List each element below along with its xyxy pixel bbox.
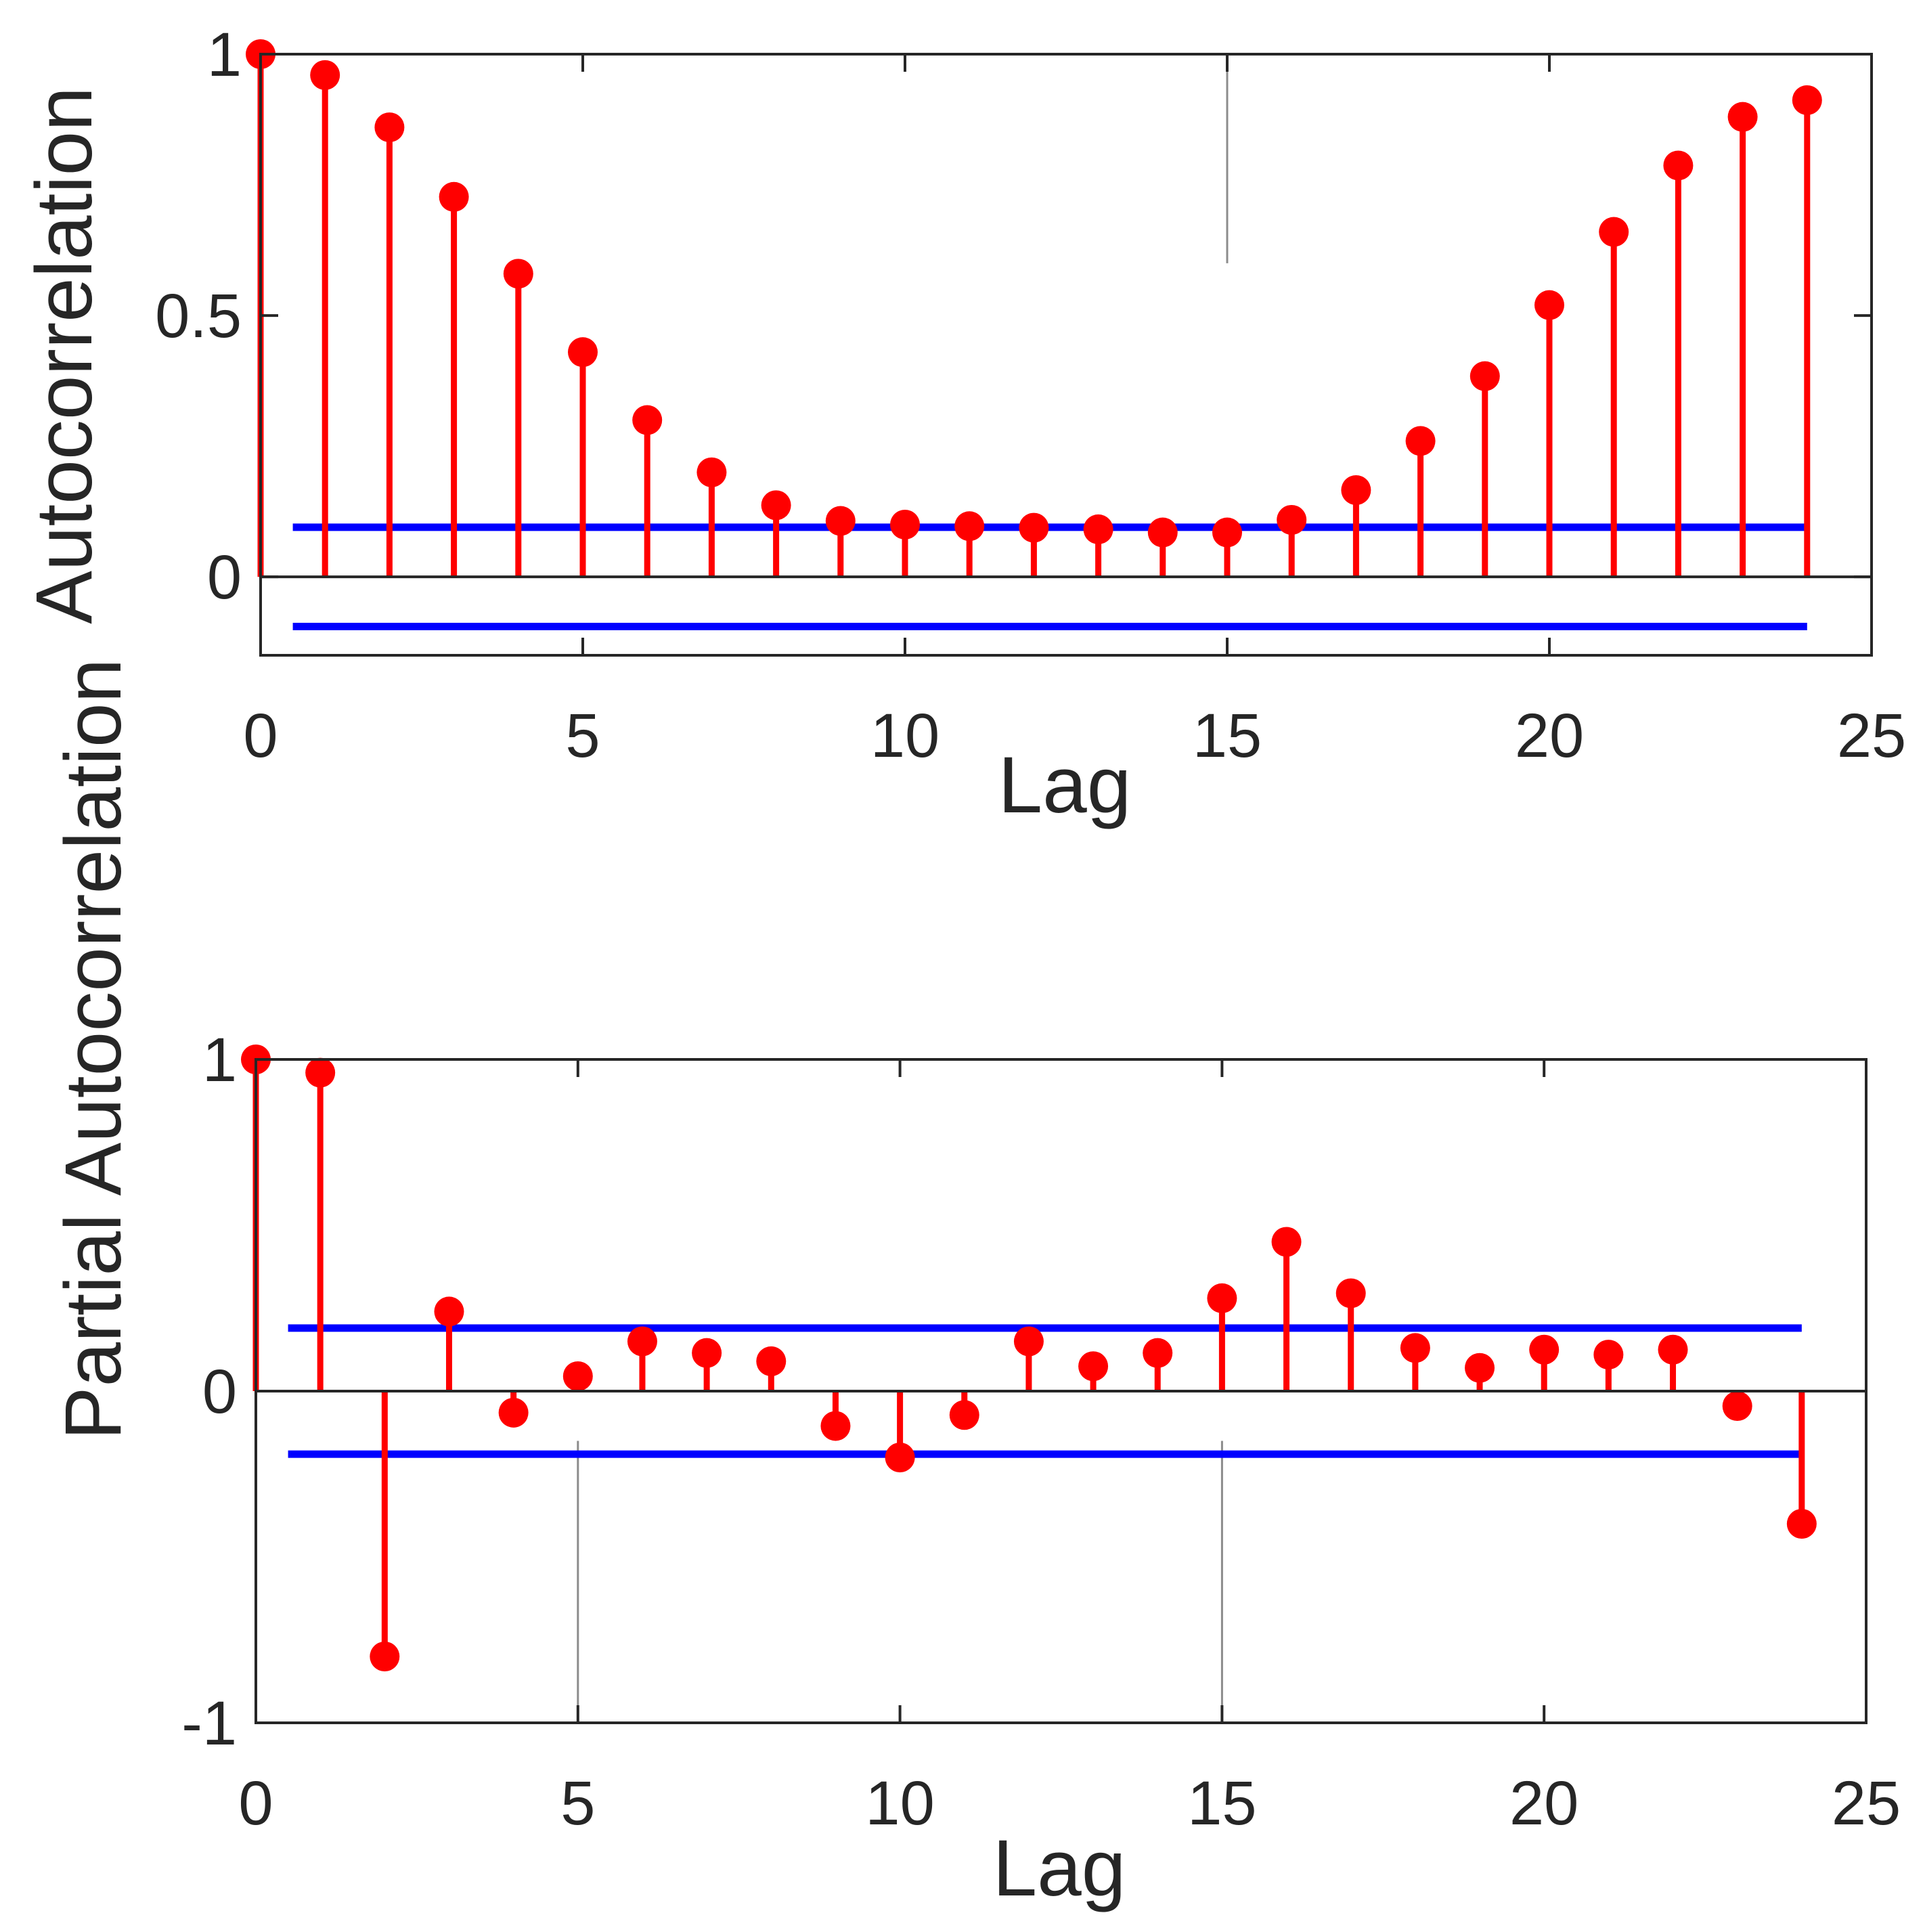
pacf-xtick-label-25: 25: [1832, 1769, 1901, 1838]
acf-xtick-label-15: 15: [1193, 701, 1262, 770]
acf-confidence-bounds: [292, 523, 1807, 631]
acf-marker-lag-1: [310, 60, 340, 90]
pacf-y-axis-label: Partial Autocorrelation: [49, 659, 138, 1440]
acf-marker-lag-17: [1341, 475, 1371, 505]
pacf-xtick-label-0: 0: [238, 1769, 273, 1838]
acf-marker-lag-21: [1599, 217, 1629, 247]
pacf-marker-lag-21: [1593, 1340, 1624, 1370]
acf-marker-lag-3: [439, 181, 469, 212]
pacf-xtick-label-5: 5: [560, 1769, 595, 1838]
pacf-marker-lag-20: [1529, 1334, 1560, 1365]
pacf-marker-lag-7: [692, 1338, 722, 1368]
pacf-stems: [241, 1045, 1817, 1671]
pacf-ytick-label-1: 1: [202, 1026, 237, 1095]
acf-marker-lag-10: [890, 509, 920, 540]
pacf-tick-labels: 0 5 10 15 20 25-101: [181, 1026, 1901, 1838]
acf-marker-lag-14: [1147, 517, 1178, 548]
acf-xtick-label-20: 20: [1515, 701, 1584, 770]
acf-xtick-label-5: 5: [565, 701, 600, 770]
acf-ytick-label-1: 1: [207, 20, 242, 89]
acf-ytick-label-0: 0: [207, 543, 242, 612]
pacf-marker-lag-22: [1658, 1334, 1688, 1365]
pacf-marker-lag-23: [1722, 1391, 1752, 1422]
acf-axes-box: [259, 53, 1873, 657]
pacf-marker-lag-4: [498, 1397, 529, 1428]
pacf-marker-lag-15: [1207, 1283, 1237, 1313]
acf-tick-labels: 0 5 10 15 20 25 0 0.5 1: [155, 20, 1906, 770]
acf-marker-lag-9: [825, 506, 856, 536]
pacf-marker-lag-1: [305, 1057, 336, 1088]
pacf-marker-lag-8: [756, 1346, 787, 1376]
acf-xtick-label-10: 10: [870, 701, 940, 770]
acf-marker-lag-7: [697, 457, 727, 487]
acf-marker-lag-12: [1019, 512, 1049, 543]
pacf-axes: [255, 1058, 1867, 1724]
pacf-confidence-bounds: [288, 1324, 1802, 1458]
acf-marker-lag-13: [1083, 514, 1113, 544]
acf-marker-lag-16: [1277, 505, 1307, 535]
pacf-gridlines: [577, 1441, 1223, 1723]
pacf-marker-lag-5: [562, 1361, 593, 1391]
pacf-xtick-label-10: 10: [865, 1769, 934, 1838]
acf-marker-lag-19: [1469, 361, 1500, 391]
acf-x-axis-label: Lag: [998, 741, 1132, 830]
pacf-marker-lag-24: [1786, 1509, 1817, 1539]
acf-marker-lag-22: [1663, 150, 1694, 181]
pacf-marker-lag-12: [1013, 1326, 1044, 1357]
pacf-marker-lag-3: [434, 1296, 464, 1327]
pacf-xtick-label-15: 15: [1187, 1769, 1256, 1838]
pacf-marker-lag-17: [1335, 1278, 1366, 1309]
pacf-marker-lag-13: [1078, 1351, 1109, 1382]
pacf-marker-lag-19: [1465, 1353, 1495, 1383]
pacf-marker-lag-6: [627, 1326, 657, 1357]
pacf-ytick-label--1: -1: [181, 1689, 237, 1758]
acf-marker-lag-23: [1727, 102, 1758, 132]
pacf-ytick-label-0: 0: [202, 1357, 237, 1426]
acf-marker-lag-24: [1792, 85, 1822, 115]
acf-marker-lag-11: [954, 511, 985, 542]
acf-xtick-label-0: 0: [243, 701, 278, 770]
pacf-marker-lag-16: [1271, 1227, 1302, 1257]
acf-axes: [259, 53, 1873, 657]
pacf-xtick-label-20: 20: [1509, 1769, 1578, 1838]
acf-xtick-label-25: 25: [1837, 701, 1906, 770]
acf-panel: 0 5 10 15 20 25 0 0.5 1 Lag Autocorrelation: [20, 20, 1906, 830]
acf-marker-lag-4: [503, 259, 533, 289]
acf-marker-lag-15: [1212, 517, 1242, 548]
acf-ytick-label-0.5: 0.5: [155, 282, 242, 351]
pacf-marker-lag-18: [1400, 1333, 1430, 1363]
acf-marker-lag-18: [1405, 426, 1436, 456]
pacf-marker-lag-11: [949, 1400, 979, 1430]
pacf-marker-lag-10: [885, 1443, 915, 1472]
pacf-panel: 0 5 10 15 20 25-101 Lag Partial Autocorrelati…: [49, 659, 1901, 1913]
pacf-x-axis-label: Lag: [993, 1824, 1126, 1913]
acf-marker-lag-8: [761, 490, 791, 521]
acf-marker-lag-5: [568, 337, 598, 368]
acf-marker-lag-20: [1534, 290, 1564, 320]
acf-marker-lag-6: [632, 405, 663, 435]
pacf-marker-lag-14: [1143, 1338, 1173, 1368]
acf-y-axis-label: Autocorrelation: [20, 87, 109, 624]
pacf-marker-lag-9: [820, 1411, 851, 1441]
acf-marker-lag-2: [374, 112, 405, 143]
pacf-marker-lag-2: [370, 1642, 400, 1671]
acf-stems: [246, 39, 1822, 577]
